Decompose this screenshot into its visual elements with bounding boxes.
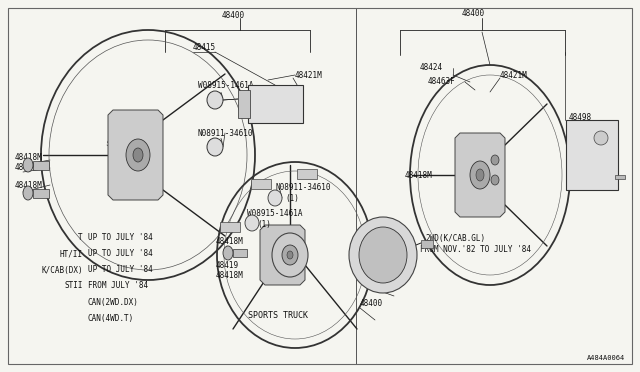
- Ellipse shape: [349, 217, 417, 293]
- Text: 48418M: 48418M: [405, 170, 433, 180]
- Bar: [615, 175, 625, 179]
- Ellipse shape: [207, 91, 223, 109]
- Ellipse shape: [287, 251, 293, 259]
- Text: HT/II: HT/II: [60, 250, 83, 259]
- Text: W08915-1461A: W08915-1461A: [198, 81, 253, 90]
- Text: 48421M: 48421M: [295, 71, 323, 80]
- Text: 48418M: 48418M: [216, 237, 244, 247]
- Text: SPORTS TRUCK: SPORTS TRUCK: [248, 311, 308, 321]
- Text: A484A0064: A484A0064: [587, 355, 625, 361]
- Text: 48419: 48419: [216, 260, 239, 269]
- Bar: [251, 179, 271, 189]
- Text: UP TO JULY '84: UP TO JULY '84: [88, 234, 153, 243]
- Bar: [33, 189, 49, 198]
- Ellipse shape: [476, 169, 484, 181]
- Text: N: N: [271, 196, 275, 201]
- Ellipse shape: [282, 245, 298, 265]
- Bar: [221, 222, 241, 232]
- Ellipse shape: [133, 148, 143, 162]
- Polygon shape: [108, 110, 163, 200]
- Text: K/CAB(DX): K/CAB(DX): [42, 266, 83, 275]
- Ellipse shape: [470, 161, 490, 189]
- Text: 48463F: 48463F: [428, 77, 456, 87]
- Text: N08911-34610: N08911-34610: [198, 128, 253, 138]
- Ellipse shape: [245, 215, 259, 231]
- Text: 48419: 48419: [15, 164, 38, 173]
- Text: W: W: [248, 221, 252, 225]
- Text: W: W: [212, 97, 214, 103]
- Ellipse shape: [359, 227, 407, 283]
- Polygon shape: [260, 225, 305, 285]
- Text: N: N: [212, 144, 214, 150]
- Ellipse shape: [272, 233, 308, 277]
- Text: 48421M: 48421M: [500, 71, 528, 80]
- Polygon shape: [455, 133, 505, 217]
- Ellipse shape: [23, 186, 33, 200]
- Text: (1): (1): [257, 219, 271, 228]
- Text: 48400: 48400: [360, 299, 383, 308]
- Ellipse shape: [491, 175, 499, 185]
- Ellipse shape: [223, 246, 233, 260]
- Bar: [421, 240, 433, 248]
- Text: N08911-34610: N08911-34610: [275, 183, 330, 192]
- Text: 48415: 48415: [193, 44, 216, 52]
- Text: (1): (1): [210, 138, 224, 148]
- Bar: [33, 161, 49, 170]
- Text: (1): (1): [210, 92, 224, 100]
- Ellipse shape: [207, 138, 223, 156]
- Text: 48418M: 48418M: [216, 270, 244, 279]
- Text: 48424: 48424: [420, 64, 443, 73]
- Ellipse shape: [491, 155, 499, 165]
- Text: CAN(4WD.T): CAN(4WD.T): [88, 314, 134, 323]
- Bar: [233, 249, 247, 257]
- Text: UP TO JULY '84: UP TO JULY '84: [88, 266, 153, 275]
- Text: 48418M: 48418M: [15, 180, 43, 189]
- Text: 48431: 48431: [107, 138, 130, 147]
- Bar: [248, 85, 303, 123]
- Ellipse shape: [268, 190, 282, 206]
- Ellipse shape: [23, 158, 33, 172]
- Text: 2WD(K/CAB.GL): 2WD(K/CAB.GL): [425, 234, 485, 243]
- Ellipse shape: [126, 139, 150, 171]
- Text: 48418M: 48418M: [15, 153, 43, 161]
- Text: (1): (1): [285, 193, 299, 202]
- Text: W08915-1461A: W08915-1461A: [247, 209, 303, 218]
- Text: 48400: 48400: [462, 10, 485, 19]
- Bar: [566, 120, 618, 190]
- Text: 48498: 48498: [392, 266, 415, 275]
- Text: FROM NOV.'82 TO JULY '84: FROM NOV.'82 TO JULY '84: [420, 246, 531, 254]
- Bar: [238, 90, 250, 118]
- Text: STII: STII: [65, 282, 83, 291]
- Text: 48498: 48498: [569, 113, 592, 122]
- Text: 48400: 48400: [222, 10, 245, 19]
- Ellipse shape: [594, 131, 608, 145]
- Text: UP TO JULY '84: UP TO JULY '84: [88, 250, 153, 259]
- Text: FROM JULY '84: FROM JULY '84: [88, 282, 148, 291]
- Bar: [297, 169, 317, 179]
- Text: CAN(2WD.DX): CAN(2WD.DX): [88, 298, 139, 307]
- Text: 48421M: 48421M: [377, 279, 404, 288]
- Text: T: T: [78, 234, 83, 243]
